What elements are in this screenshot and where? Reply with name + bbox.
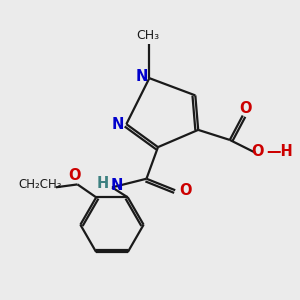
Text: O: O xyxy=(179,183,191,198)
Text: H: H xyxy=(96,176,109,190)
Text: CH₃: CH₃ xyxy=(136,28,160,41)
Text: O: O xyxy=(68,168,81,183)
Text: N: N xyxy=(136,69,148,84)
Text: N: N xyxy=(111,178,123,194)
Text: —H: —H xyxy=(267,144,293,159)
Text: O: O xyxy=(239,101,252,116)
Text: O: O xyxy=(251,144,263,159)
Text: CH₂CH₃: CH₂CH₃ xyxy=(18,178,62,191)
Text: N: N xyxy=(112,117,124,132)
